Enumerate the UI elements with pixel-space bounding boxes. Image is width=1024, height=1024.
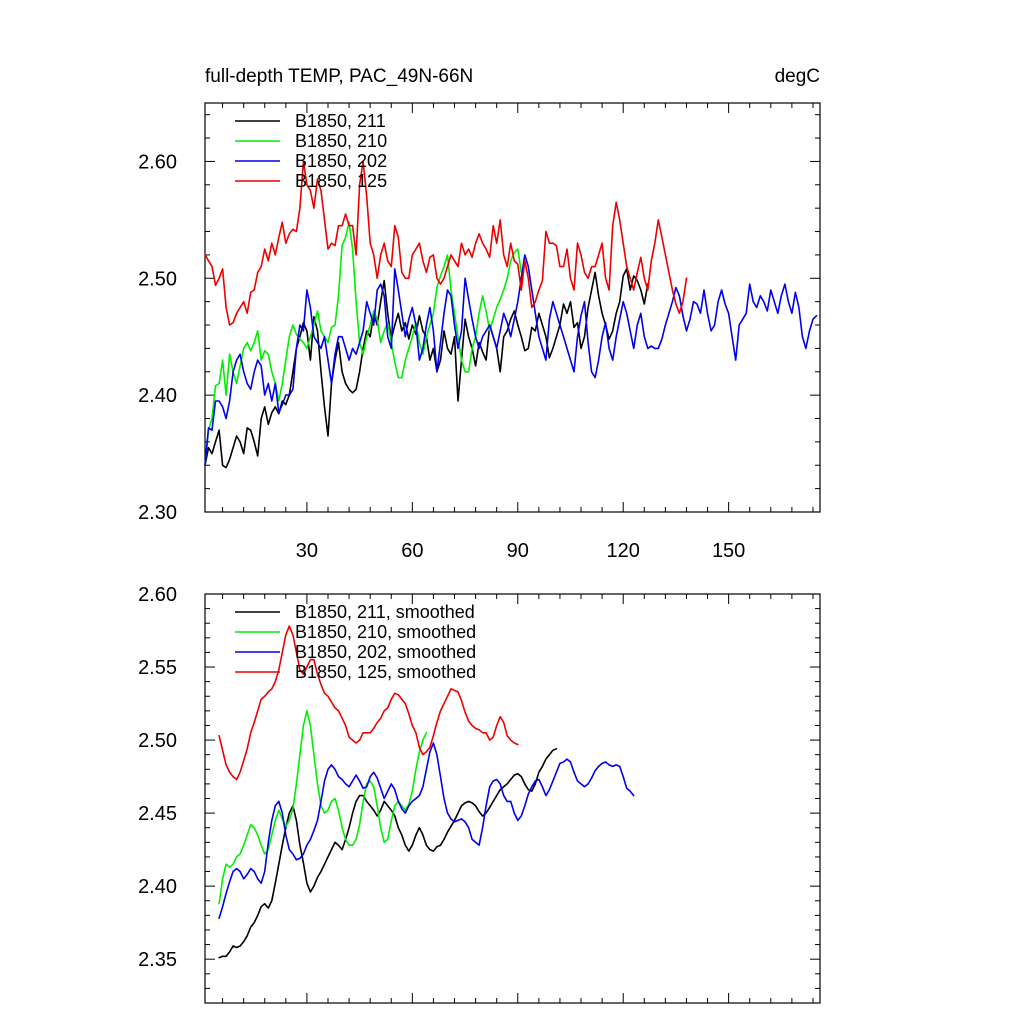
legend-label: B1850, 210, smoothed: [295, 622, 476, 642]
y-tick-label: 2.45: [138, 803, 177, 825]
bottom-series-layer: [218, 625, 635, 959]
title-left: full-depth TEMP, PAC_49N-66N: [205, 66, 473, 87]
y-tick-label: 2.35: [138, 949, 177, 971]
y-tick-label: 2.50: [138, 268, 177, 290]
legend-label: B1850, 202: [295, 151, 387, 171]
legend-label: B1850, 211: [295, 111, 386, 131]
y-tick-label: 2.60: [138, 151, 177, 173]
y-tick-label: 2.55: [138, 657, 177, 679]
legend-label: B1850, 202, smoothed: [295, 642, 476, 662]
x-tick-label: 120: [607, 540, 640, 562]
x-tick-label: 150: [712, 540, 745, 562]
bottom-tick-marks: [205, 594, 820, 1003]
legend-label: B1850, 125: [295, 171, 387, 191]
top-series-layer: [204, 160, 818, 469]
series-line: [218, 625, 519, 781]
series-line: [218, 747, 558, 959]
series-line: [204, 160, 688, 326]
y-tick-label: 2.30: [138, 502, 177, 524]
title-right: degC: [775, 66, 820, 87]
x-tick-label: 30: [296, 540, 318, 562]
series-line: [204, 221, 523, 467]
series-line: [204, 254, 818, 467]
y-tick-label: 2.40: [138, 876, 177, 898]
legend-label: B1850, 125, smoothed: [295, 662, 476, 682]
legend-label: B1850, 210: [295, 131, 387, 151]
series-line: [218, 710, 428, 905]
y-tick-label: 2.40: [138, 385, 177, 407]
bottom-tick-labels: 2.35 2.40 2.45 2.50 2.55 2.60: [138, 584, 177, 971]
series-line: [218, 742, 635, 920]
legend-label: B1850, 211, smoothed: [295, 602, 475, 622]
top-tick-labels: 2.30 2.40 2.50 2.60 30 60 90 120 150: [138, 151, 745, 562]
top-tick-marks: [205, 103, 820, 512]
y-tick-label: 2.50: [138, 730, 177, 752]
x-tick-label: 90: [507, 540, 529, 562]
top-plot-frame: [204, 102, 821, 513]
x-tick-label: 60: [401, 540, 423, 562]
y-tick-label: 2.60: [138, 584, 177, 606]
